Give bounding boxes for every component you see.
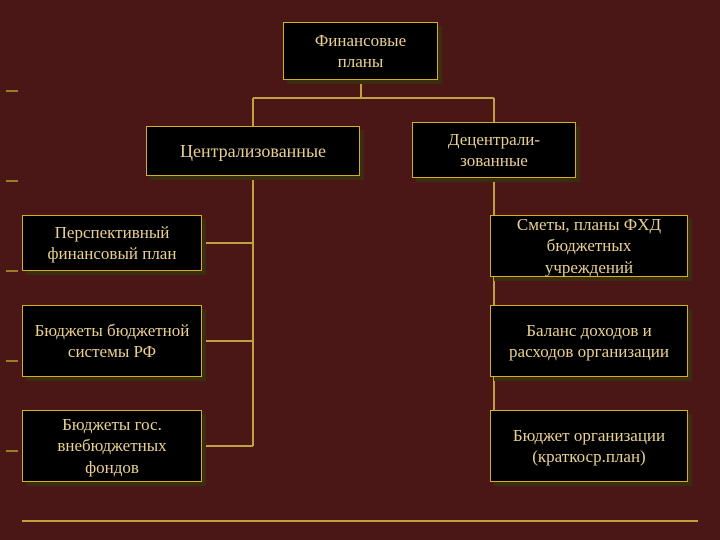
connector bbox=[493, 98, 495, 122]
diagram-canvas: Финансовые планы Централизованные Децентра… bbox=[0, 0, 720, 540]
connector bbox=[202, 340, 253, 342]
side-tick bbox=[6, 360, 18, 362]
side-tick bbox=[6, 270, 18, 272]
connector bbox=[360, 80, 362, 98]
side-tick bbox=[6, 90, 18, 92]
node-decen: Децентрали-зованные bbox=[412, 122, 576, 178]
side-tick bbox=[6, 180, 18, 182]
node-c2: Бюджеты бюджетной системы РФ bbox=[22, 305, 202, 377]
connector bbox=[361, 97, 495, 99]
connector bbox=[252, 98, 254, 126]
connector bbox=[202, 445, 253, 447]
connector bbox=[202, 242, 253, 244]
node-d2: Баланс доходов и расходов организации bbox=[490, 305, 688, 377]
node-c1: Перспективный финансовый план bbox=[22, 215, 202, 271]
node-c3: Бюджеты гос. внебюджетных фондов bbox=[22, 410, 202, 482]
connector bbox=[252, 176, 254, 446]
node-root: Финансовые планы bbox=[283, 22, 438, 80]
footer-accent bbox=[22, 520, 698, 522]
connector bbox=[253, 97, 361, 99]
node-d3: Бюджет организации (краткоср.план) bbox=[490, 410, 688, 482]
node-cent: Централизованные bbox=[146, 126, 360, 176]
side-tick bbox=[6, 450, 18, 452]
node-d1: Сметы, планы ФХД бюджетных учреждений bbox=[490, 215, 688, 277]
